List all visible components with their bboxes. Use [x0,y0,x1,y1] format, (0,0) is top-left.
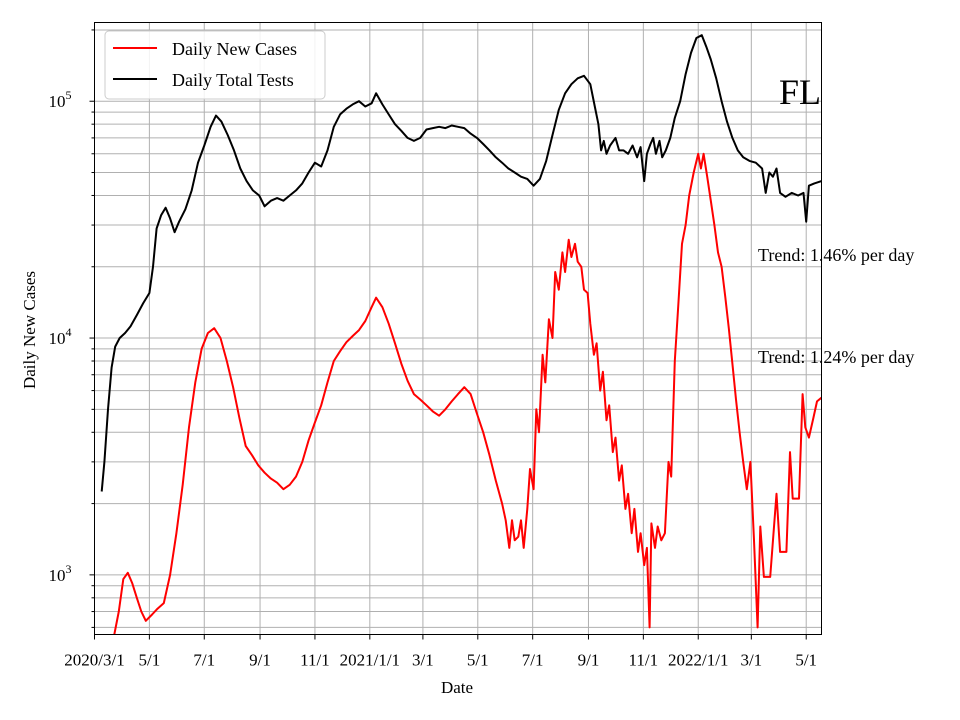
legend-label-daily-new-cases: Daily New Cases [172,39,297,59]
x-tick-label: 9/1 [578,651,600,670]
x-tick-label: 3/1 [740,651,762,670]
x-tick-label: 11/1 [629,651,659,670]
y-tick-label: 10 [49,566,66,585]
series-line-daily-new-cases [113,152,822,635]
x-tick-label: 5/1 [139,651,161,670]
y-tick-label-exponent: 4 [66,325,72,339]
x-tick-label: 5/1 [467,651,489,670]
series-line-daily-total-tests [100,34,822,492]
y-tick-label-exponent: 5 [66,88,72,102]
state-label-annotation: FL [779,72,821,112]
tick-marks [89,29,807,640]
x-tick-label: 11/1 [300,651,330,670]
axes-frame [94,22,822,635]
legend: Daily New Cases Daily Total Tests [104,30,326,100]
x-tick-label: 9/1 [249,651,271,670]
x-tick-label: 3/1 [412,651,434,670]
x-tick-label: 2020/3/1 [64,651,124,670]
x-tick-labels: 2020/3/1 5/1 7/1 9/1 11/1 2021/1/1 3/1 5/1 7/1 9/… [64,651,817,670]
y-tick-label-exponent: 3 [66,562,72,576]
trend-annotation-cases: Trend: 1.24% per day [758,347,914,367]
x-tick-label: 7/1 [193,651,215,670]
series-layer [100,34,822,635]
x-tick-label: 2021/1/1 [340,651,400,670]
x-tick-label: 7/1 [522,651,544,670]
x-tick-label: 2022/1/1 [668,651,728,670]
trend-annotation-tests: Trend: 1.46% per day [758,245,914,265]
y-tick-label: 10 [49,329,66,348]
x-tick-label: 5/1 [795,651,817,670]
y-axis-label: Daily New Cases [20,271,39,389]
legend-label-daily-total-tests: Daily Total Tests [172,70,294,90]
grid-lines [94,22,822,635]
y-tick-label: 10 [49,92,66,111]
legend-box [104,30,326,100]
x-axis-label: Date [441,678,473,697]
